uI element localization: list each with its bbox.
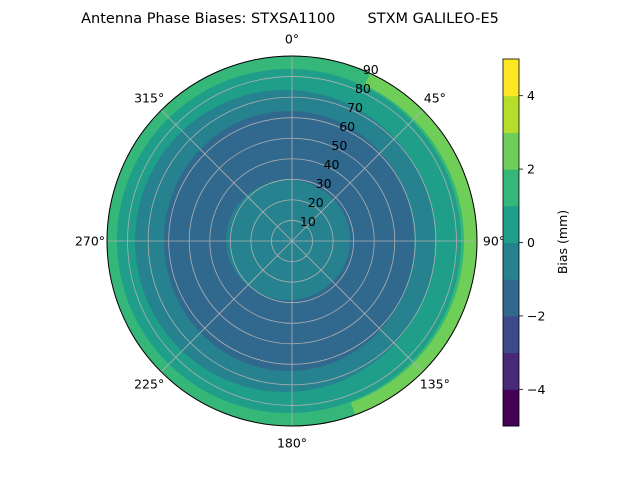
colorbar-band	[503, 352, 519, 390]
colorbar-tick-label: −4	[527, 382, 545, 397]
colorbar-band	[503, 279, 519, 317]
colorbar: −4 −2 0 2 4 Bias (mm)	[502, 58, 570, 427]
colorbar-band	[503, 242, 519, 280]
chart-title: Antenna Phase Biases: STXSA1100 STXM GAL…	[81, 11, 499, 27]
angular-tick-label: 180°	[277, 436, 307, 451]
angular-tick-label: 225°	[134, 376, 164, 391]
polar-plot: 0° 45° 90° 135° 180° 225° 270° 315° 10 20 30 40 50 6…	[75, 32, 505, 451]
radial-tick-label: 20	[308, 195, 324, 210]
colorbar-tick-label: 2	[527, 162, 535, 177]
colorbar-tick-label: 4	[527, 88, 535, 103]
colorbar-band	[503, 315, 519, 354]
radial-tick-label: 50	[331, 138, 347, 153]
polar-frame	[106, 55, 478, 427]
colorbar-ticks: −4 −2 0 2 4	[519, 88, 545, 397]
colorbar-band	[503, 95, 519, 133]
radial-tick-labels: 10 20 30 40 50 60 70 80 90	[300, 62, 379, 229]
radial-tick-label: 40	[324, 157, 340, 172]
grid-spoke-225	[160, 240, 293, 373]
radial-tick-label: 10	[300, 214, 316, 229]
radial-tick-label: 30	[316, 176, 332, 191]
colorbar-bands	[503, 59, 519, 427]
colorbar-band	[503, 169, 519, 207]
colorbar-label: Bias (mm)	[555, 210, 570, 274]
colorbar-band	[503, 59, 519, 97]
angular-tick-label: 0°	[285, 32, 299, 47]
angular-tick-label: 315°	[134, 91, 164, 106]
angular-tick-label: 270°	[75, 234, 105, 249]
colorbar-tick-label: −2	[527, 308, 545, 323]
angular-tick-labels: 0° 45° 90° 135° 180° 225° 270° 315°	[75, 32, 505, 451]
radial-tick-label: 70	[347, 100, 363, 115]
grid-spoke-135	[291, 240, 424, 373]
grid-spoke-315	[160, 109, 293, 242]
angular-tick-label: 45°	[424, 91, 446, 106]
angular-tick-label: 90°	[483, 234, 505, 249]
colorbar-band	[503, 389, 519, 427]
grid-spoke-45	[291, 109, 424, 242]
contour-band-edge	[350, 73, 478, 415]
radial-tick-label: 90	[363, 62, 379, 77]
radial-tick-label: 60	[339, 119, 355, 134]
colorbar-band	[503, 132, 519, 170]
colorbar-band	[503, 205, 519, 243]
colorbar-tick-label: 0	[527, 235, 535, 250]
radial-tick-label: 80	[355, 81, 371, 96]
polar-grid	[106, 55, 478, 427]
angular-tick-label: 135°	[420, 376, 450, 391]
